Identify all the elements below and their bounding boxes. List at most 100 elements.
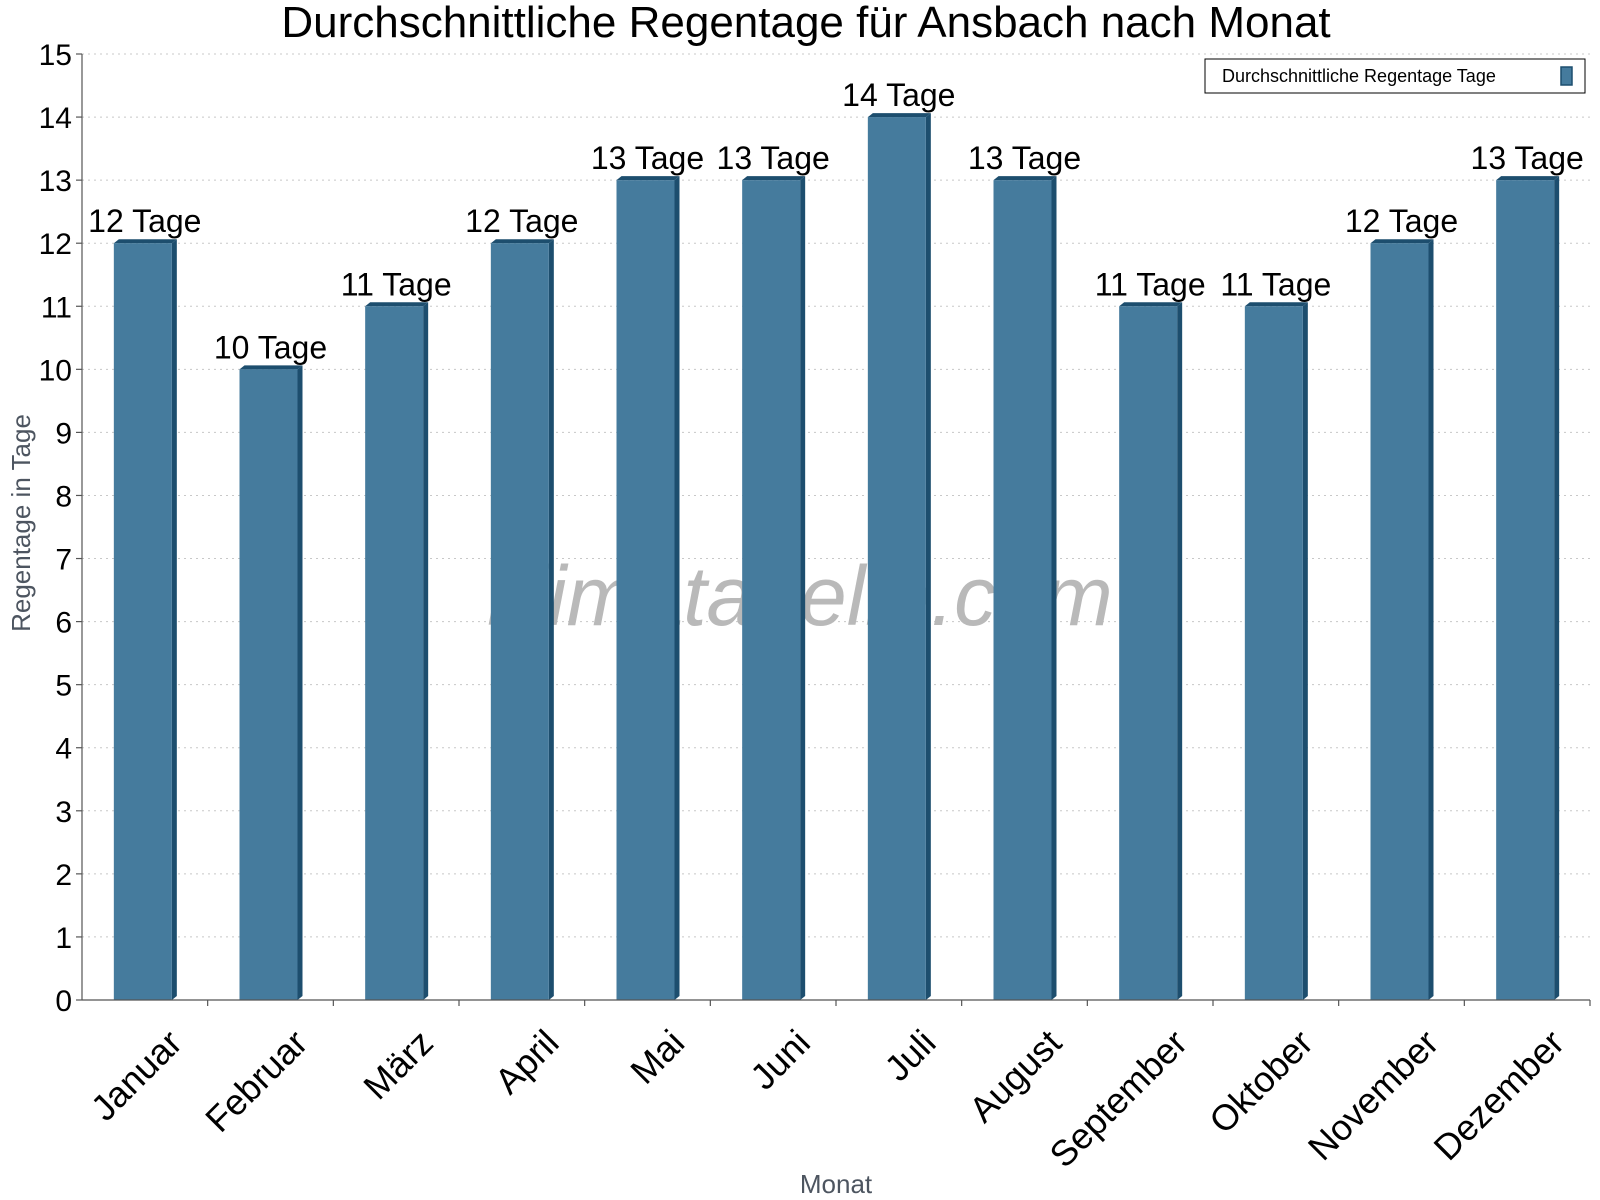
bar-side — [1177, 302, 1183, 1000]
data-labels: 12 Tage 10 Tage 11 Tage 12 Tage 13 Tage 13 Ta… — [88, 77, 1584, 365]
bar-front — [1370, 243, 1429, 1000]
bar — [867, 113, 931, 1001]
bar-front — [1244, 306, 1303, 1000]
bar-top — [742, 176, 806, 181]
bar-side — [423, 302, 429, 1000]
y-tick-label: 3 — [55, 796, 72, 829]
bar-side — [171, 239, 177, 1000]
data-label: 12 Tage — [88, 203, 201, 239]
x-tick-label: August — [961, 1022, 1069, 1130]
bar-front — [1119, 306, 1178, 1000]
bar-side — [925, 113, 931, 1001]
y-tick-label: 5 — [55, 670, 72, 703]
bar-front — [867, 117, 926, 1001]
x-tick-label: März — [355, 1022, 441, 1108]
data-label: 11 Tage — [341, 266, 452, 302]
bar — [1370, 239, 1434, 1000]
legend-swatch — [1560, 66, 1573, 86]
x-tick-label: Juli — [876, 1022, 943, 1089]
bar — [993, 176, 1057, 1001]
y-tick-label: 6 — [55, 607, 72, 640]
bar-top — [1119, 302, 1183, 307]
bar-front — [365, 306, 424, 1000]
bar — [365, 302, 429, 1000]
data-label: 12 Tage — [1345, 203, 1458, 239]
bar-top — [113, 239, 177, 244]
bar-front — [742, 180, 801, 1001]
bar-side — [1554, 176, 1560, 1001]
y-tick-label: 15 — [39, 39, 72, 72]
bar-top — [616, 176, 680, 181]
data-label: 14 Tage — [842, 77, 955, 113]
bar-side — [1302, 302, 1308, 1000]
x-tick-label: Februar — [197, 1022, 315, 1140]
bar-side — [1428, 239, 1434, 1000]
bar — [113, 239, 177, 1000]
x-tick-label: Mai — [622, 1022, 692, 1092]
y-tick-label: 0 — [55, 985, 72, 1018]
bar-side — [1051, 176, 1057, 1001]
bar-top — [1370, 239, 1434, 244]
bar — [742, 176, 806, 1001]
bar-top — [1496, 176, 1560, 181]
x-axis-label: Monat — [800, 1169, 873, 1199]
x-tick-label: April — [487, 1022, 567, 1102]
bar — [1244, 302, 1308, 1000]
data-label: 13 Tage — [968, 140, 1081, 176]
y-tick-label: 9 — [55, 417, 72, 450]
data-label: 11 Tage — [1095, 266, 1206, 302]
bar-side — [297, 365, 303, 1000]
y-tick-label: 2 — [55, 859, 72, 892]
bar-front — [616, 180, 675, 1001]
bar-front — [113, 243, 172, 1000]
data-label: 12 Tage — [465, 203, 578, 239]
legend-box — [1204, 58, 1586, 94]
data-label: 13 Tage — [1471, 140, 1584, 176]
y-tick-label: 8 — [55, 480, 72, 513]
x-tick-label: Juni — [742, 1022, 818, 1098]
data-label: 11 Tage — [1220, 266, 1331, 302]
bar-side — [800, 176, 806, 1001]
y-tick-label: 13 — [39, 165, 72, 198]
bar-side — [548, 239, 554, 1000]
bar-front — [993, 180, 1052, 1001]
y-tick-label: 10 — [39, 354, 72, 387]
y-tick-label: 4 — [55, 733, 72, 766]
x-tick-label: September — [1041, 1022, 1195, 1176]
y-axis-label: Regentage in Tage — [6, 414, 36, 632]
bars — [113, 113, 1560, 1001]
bar — [1496, 176, 1560, 1001]
bar-front — [1496, 180, 1555, 1001]
legend: Durchschnittliche Regentage Tage — [1204, 58, 1586, 94]
y-tick-label: 7 — [55, 544, 72, 577]
y-tick-label: 1 — [55, 922, 72, 955]
grid-lines — [82, 53, 1590, 938]
bar — [616, 176, 680, 1001]
bar-top — [490, 239, 554, 244]
y-tick-label: 14 — [39, 102, 72, 135]
bar-top — [867, 113, 931, 118]
legend-series-label: Durchschnittliche Regentage Tage — [1222, 66, 1496, 86]
bar-top — [365, 302, 429, 307]
data-label: 13 Tage — [591, 140, 704, 176]
y-tick-label: 11 — [41, 291, 72, 324]
chart-title: Durchschnittliche Regentage für Ansbach … — [281, 0, 1330, 47]
x-axis-ticks: Januar Februar März April Mai Juni Juli AugustS… — [83, 1000, 1591, 1176]
data-label: 13 Tage — [717, 140, 830, 176]
bar-front — [490, 243, 549, 1000]
bar-top — [993, 176, 1057, 181]
bar — [239, 365, 303, 1000]
bar — [490, 239, 554, 1000]
x-tick-label: Dezember — [1426, 1022, 1572, 1168]
bar-side — [674, 176, 680, 1001]
x-tick-label: Januar — [83, 1022, 190, 1129]
bar — [1119, 302, 1183, 1000]
x-tick-label: Oktober — [1201, 1022, 1321, 1142]
x-tick-label: November — [1300, 1022, 1446, 1168]
bar-top — [1244, 302, 1308, 307]
data-label: 10 Tage — [214, 329, 327, 365]
bar-front — [239, 369, 298, 1000]
